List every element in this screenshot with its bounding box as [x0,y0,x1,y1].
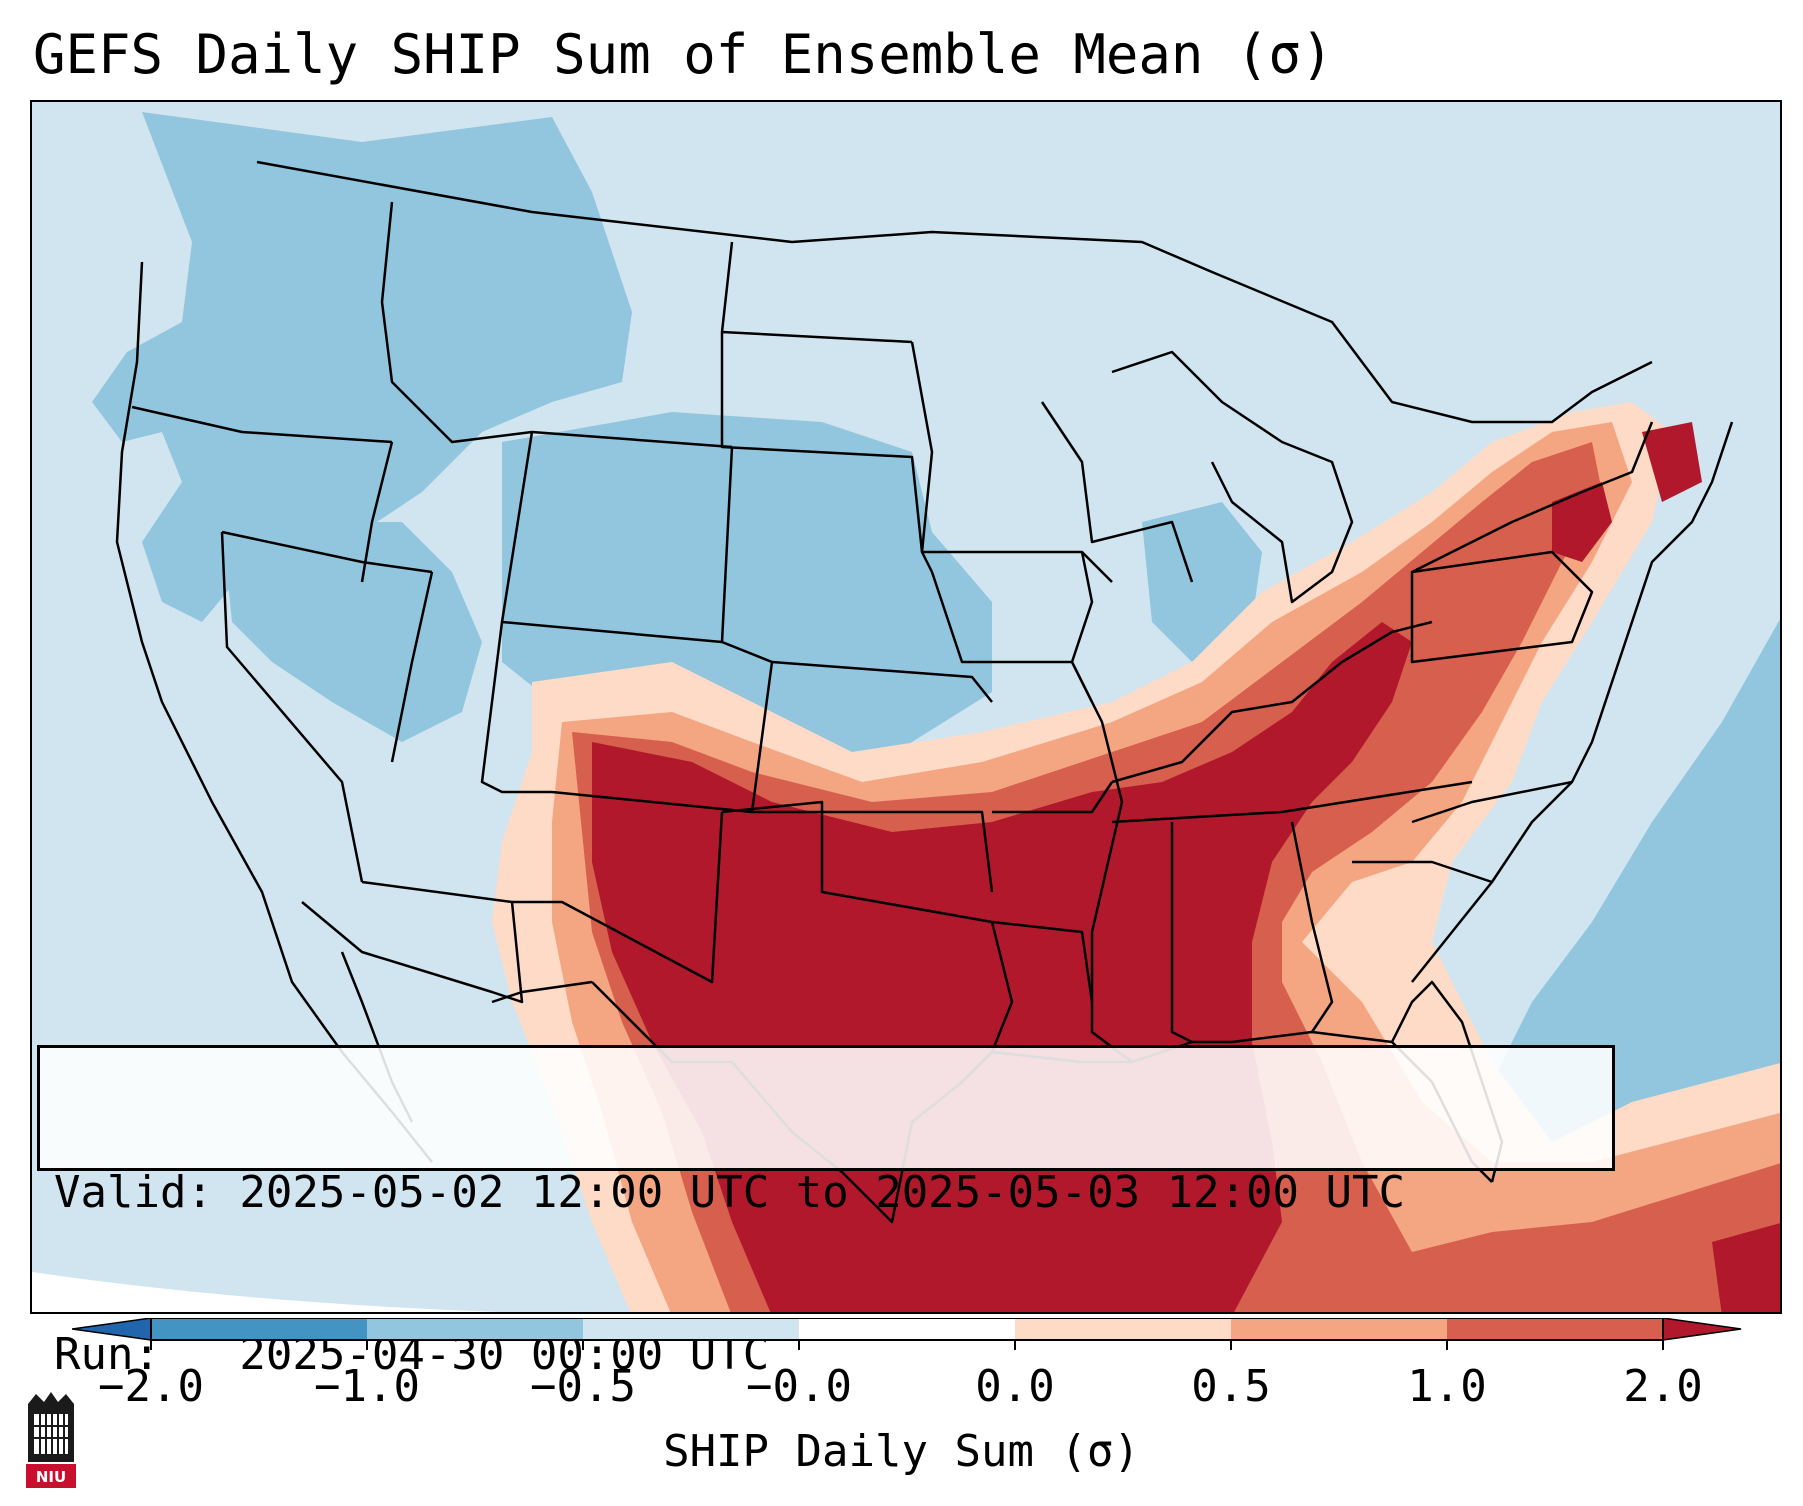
washington-oregon [131,405,393,444]
colorbar [72,1318,1742,1350]
oregon-california-nevada [221,530,433,574]
nc-sc [1352,860,1493,884]
colorbar-segment-3 [583,1318,799,1340]
valid-time-box: Valid: 2025-05-02 12:00 UTC to 2025-05-0… [37,1045,1615,1380]
montana-wyoming [531,430,733,449]
valid-time-text: Valid: 2025-05-02 12:00 UTC to 2025-05-0… [54,1167,1406,1218]
blue-region-northwest [92,112,632,622]
tennessee-kentucky [1111,780,1473,824]
nevada-utah [390,571,434,763]
minnesota-iowa [910,341,1113,583]
nm-border [512,811,724,984]
colorbar-tick-label: 2.0 [1623,1361,1703,1412]
niu-logo: NIU [26,1392,76,1488]
virginia-nc [1411,780,1573,824]
east-coast [1411,421,1734,983]
dakotas [720,241,934,573]
wisconsin-michigan [1040,401,1194,583]
colorbar-segment-4 [799,1318,1015,1340]
colorbar-tick-label: −0.5 [530,1361,636,1412]
band-max-caribbean [1712,1223,1780,1312]
colorbar-extend-right [1662,1318,1742,1341]
colorbar-segment-2 [367,1318,583,1340]
nebraska-kansas [771,660,993,703]
logo-text: NIU [36,1468,66,1486]
colorbar-tick-label: 0.5 [1191,1361,1271,1412]
colorbar-segment-1 [151,1318,367,1340]
colorbar-outline [150,1318,1664,1341]
pennsylvania [1410,550,1594,664]
colorbar-segment-6 [1231,1318,1447,1340]
colorbar-label: SHIP Daily Sum (σ) [663,1426,1140,1477]
kansas-oklahoma [752,810,994,893]
band-max-northeast [1552,482,1612,562]
colorbar-tick-label: −1.0 [314,1361,420,1412]
idaho-montana [380,201,533,444]
colorbar-tick-marks [150,1340,1664,1350]
colorbar-tick-label: −0.0 [746,1361,852,1412]
map-title: GEFS Daily SHIP Sum of Ensemble Mean (σ) [33,23,1334,86]
mississippi-river [1070,551,1133,1063]
blue-region-great-basin [227,522,482,742]
ohio-river [1111,620,1433,784]
great-lakes-shore [1111,350,1354,604]
colorbar-tick-label: 1.0 [1407,1361,1487,1412]
us-canada-border [256,160,1653,424]
alabama-mississippi [1170,822,1193,1044]
new-york-ne [1411,421,1654,574]
missouri-arkansas [992,781,1114,814]
alabama-georgia [1290,821,1334,1033]
mexico-border [491,980,593,1004]
colorbar-segment-5 [1015,1318,1231,1340]
colorbar-tick-label: 0.0 [975,1361,1055,1412]
nevada-california [220,531,364,883]
projection-edge [32,1272,501,1312]
wyoming-border [500,431,734,644]
utah-colorado [480,621,552,794]
colorbar-tick-label: −2.0 [98,1361,204,1412]
nd-sd [721,330,913,344]
arkansas-louisiana [991,920,1094,1003]
colorado-border [551,640,774,814]
colorbar-tick-labels: −2.0 −1.0 −0.5 −0.0 0.0 0.5 1.0 2.0 [0,1360,1803,1420]
colorbar-extend-left [72,1318,152,1341]
tower-icon [28,1392,74,1462]
oklahoma-texas [721,800,993,924]
colorbar-segment-7 [1447,1318,1663,1340]
band-max-maine [1642,422,1702,502]
